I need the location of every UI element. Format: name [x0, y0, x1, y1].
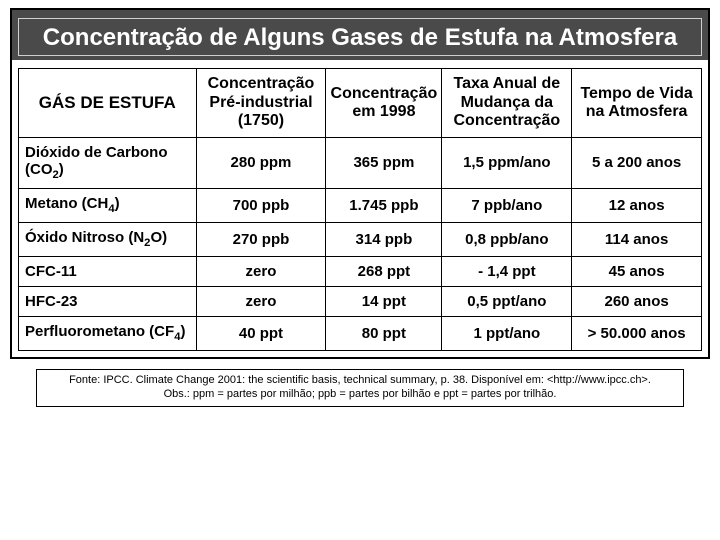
- table-body: Dióxido de Carbono (CO2) 280 ppm 365 ppm…: [19, 137, 702, 351]
- table-row: Dióxido de Carbono (CO2) 280 ppm 365 ppm…: [19, 137, 702, 188]
- cell-pre: 270 ppb: [196, 222, 326, 256]
- cell-life: > 50.000 anos: [572, 317, 702, 351]
- cell-gas-name: Dióxido de Carbono (CO2): [19, 137, 197, 188]
- cell-gas-name: HFC-23: [19, 286, 197, 316]
- cell-life: 260 anos: [572, 286, 702, 316]
- table-header-row: GÁS DE ESTUFA Concentração Pré-industria…: [19, 69, 702, 137]
- cell-rate: - 1,4 ppt: [442, 256, 572, 286]
- cell-pre: 700 ppb: [196, 188, 326, 222]
- table-row: CFC-11 zero 268 ppt - 1,4 ppt 45 anos: [19, 256, 702, 286]
- col-header-1998: Concentração em 1998: [326, 69, 442, 137]
- cell-pre: zero: [196, 256, 326, 286]
- cell-pre: 280 ppm: [196, 137, 326, 188]
- col-header-gas: GÁS DE ESTUFA: [19, 69, 197, 137]
- cell-1998: 80 ppt: [326, 317, 442, 351]
- col-header-preindustrial: Concentração Pré-industrial (1750): [196, 69, 326, 137]
- title-band: Concentração de Alguns Gases de Estufa n…: [12, 10, 708, 64]
- col-header-lifetime: Tempo de Vida na Atmosfera: [572, 69, 702, 137]
- table-row: Óxido Nitroso (N2O) 270 ppb 314 ppb 0,8 …: [19, 222, 702, 256]
- cell-1998: 14 ppt: [326, 286, 442, 316]
- cell-life: 45 anos: [572, 256, 702, 286]
- cell-1998: 365 ppm: [326, 137, 442, 188]
- col-header-rate: Taxa Anual de Mudança da Concentração: [442, 69, 572, 137]
- cell-life: 5 a 200 anos: [572, 137, 702, 188]
- gases-table: GÁS DE ESTUFA Concentração Pré-industria…: [18, 68, 702, 351]
- table-row: HFC-23 zero 14 ppt 0,5 ppt/ano 260 anos: [19, 286, 702, 316]
- source-line-1: Fonte: IPCC. Climate Change 2001: the sc…: [43, 374, 677, 388]
- cell-pre: 40 ppt: [196, 317, 326, 351]
- cell-rate: 0,8 ppb/ano: [442, 222, 572, 256]
- source-line-2: Obs.: ppm = partes por milhão; ppb = par…: [43, 388, 677, 402]
- cell-1998: 314 ppb: [326, 222, 442, 256]
- cell-gas-name: Perfluorometano (CF4): [19, 317, 197, 351]
- cell-rate: 0,5 ppt/ano: [442, 286, 572, 316]
- cell-rate: 7 ppb/ano: [442, 188, 572, 222]
- cell-life: 114 anos: [572, 222, 702, 256]
- cell-1998: 1.745 ppb: [326, 188, 442, 222]
- cell-gas-name: CFC-11: [19, 256, 197, 286]
- cell-pre: zero: [196, 286, 326, 316]
- cell-gas-name: Óxido Nitroso (N2O): [19, 222, 197, 256]
- table-row: Perfluorometano (CF4) 40 ppt 80 ppt 1 pp…: [19, 317, 702, 351]
- title-inner-frame: Concentração de Alguns Gases de Estufa n…: [18, 18, 702, 56]
- source-note: Fonte: IPCC. Climate Change 2001: the sc…: [36, 369, 684, 407]
- table-row: Metano (CH4) 700 ppb 1.745 ppb 7 ppb/ano…: [19, 188, 702, 222]
- table-container: GÁS DE ESTUFA Concentração Pré-industria…: [12, 64, 708, 357]
- cell-gas-name: Metano (CH4): [19, 188, 197, 222]
- cell-rate: 1 ppt/ano: [442, 317, 572, 351]
- cell-rate: 1,5 ppm/ano: [442, 137, 572, 188]
- cell-1998: 268 ppt: [326, 256, 442, 286]
- page-title: Concentração de Alguns Gases de Estufa n…: [23, 25, 697, 51]
- cell-life: 12 anos: [572, 188, 702, 222]
- figure-frame: Concentração de Alguns Gases de Estufa n…: [10, 8, 710, 359]
